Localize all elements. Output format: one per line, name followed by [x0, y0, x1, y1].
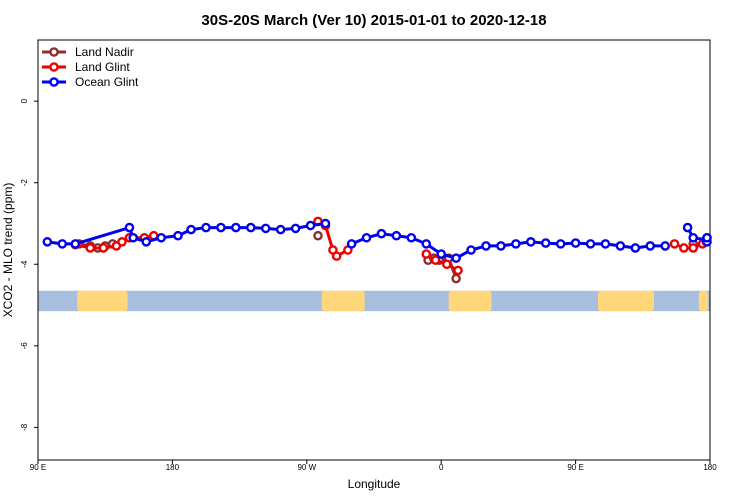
- legend-marker-ocean-glint: [49, 77, 59, 87]
- data-point-ocean-glint: [526, 237, 536, 247]
- land-segment: [598, 290, 654, 312]
- data-point-land-glint: [430, 255, 441, 265]
- data-point-land-glint: [85, 243, 96, 253]
- data-point-ocean-glint: [688, 232, 699, 243]
- data-point-ocean-glint: [570, 238, 581, 248]
- land-segment: [448, 290, 492, 312]
- data-point-ocean-glint: [645, 241, 656, 251]
- series-line-ocean-glint: [351, 232, 666, 260]
- data-point-ocean-glint: [290, 223, 301, 234]
- plot-frame: [37, 39, 711, 461]
- data-point-ocean-glint: [216, 222, 226, 233]
- data-point-ocean-glint: [436, 249, 447, 259]
- axis-ticks: 90 E 180 90 W 0 90 E 180 0 -2 -4 -6 -8: [20, 98, 717, 472]
- land-segment: [77, 290, 128, 312]
- data-point-land-glint: [117, 237, 127, 247]
- data-point-ocean-glint: [630, 243, 641, 253]
- data-point-ocean-glint: [615, 241, 626, 251]
- data-point-ocean-glint: [702, 232, 712, 243]
- x-axis-label: Longitude: [348, 477, 401, 491]
- series-line-land-glint: [425, 252, 459, 272]
- data-point-ocean-glint: [245, 222, 256, 233]
- data-point-land-glint: [669, 239, 680, 249]
- data-point-ocean-glint: [346, 239, 357, 249]
- data-point-ocean-glint: [376, 228, 387, 239]
- y-axis-label: XCO2 - MLO trend (ppm): [1, 183, 15, 318]
- data-point-ocean-glint: [320, 218, 331, 229]
- legend-marker-land-glint: [49, 62, 59, 72]
- data-point-land-glint: [331, 251, 342, 261]
- land-segment: [698, 290, 709, 312]
- x-tick-label: 90 W: [297, 463, 316, 472]
- series-ocean-glint: [42, 218, 712, 263]
- data-point-land-glint: [679, 243, 689, 253]
- data-point-land-glint: [98, 243, 109, 253]
- data-point-ocean-glint: [173, 230, 183, 241]
- y-tick-label: -8: [20, 423, 29, 431]
- data-point-ocean-glint: [305, 220, 316, 231]
- legend-label-land-glint: Land Glint: [75, 60, 130, 74]
- data-point-land-glint: [688, 243, 699, 253]
- data-point-ocean-glint: [260, 223, 271, 234]
- data-point-ocean-glint: [201, 222, 211, 233]
- data-point-ocean-glint: [555, 239, 566, 249]
- data-point-ocean-glint: [451, 253, 461, 263]
- x-tick-label: 90 E: [30, 463, 46, 472]
- data-point-land-nadir: [313, 230, 323, 241]
- data-point-ocean-glint: [70, 239, 81, 249]
- ocean-band: [38, 290, 710, 312]
- legend-marker-land-nadir: [49, 47, 59, 57]
- data-point-land-glint: [421, 249, 432, 259]
- legend-label-land-nadir: Land Nadir: [75, 45, 134, 59]
- y-tick-label: -2: [20, 179, 29, 187]
- data-point-ocean-glint: [57, 239, 68, 249]
- data-point-ocean-glint: [124, 222, 135, 233]
- data-point-land-glint: [441, 259, 452, 270]
- chart-title: 30S-20S March (Ver 10) 2015-01-01 to 202…: [201, 12, 546, 29]
- land-ocean-band: [38, 290, 710, 312]
- data-point-ocean-glint: [42, 237, 53, 247]
- data-point-ocean-glint: [361, 232, 372, 243]
- series-layer: [42, 216, 712, 284]
- data-point-ocean-glint: [466, 245, 476, 255]
- data-point-ocean-glint: [128, 232, 138, 243]
- y-tick-label: -4: [20, 260, 29, 268]
- data-point-ocean-glint: [496, 241, 506, 251]
- data-point-ocean-glint: [231, 222, 241, 233]
- data-point-ocean-glint: [682, 222, 693, 233]
- y-tick-label: -6: [20, 342, 29, 350]
- data-point-ocean-glint: [275, 224, 286, 235]
- data-point-ocean-glint: [406, 232, 417, 243]
- x-tick-label: 180: [166, 463, 180, 472]
- y-tick-label: 0: [20, 98, 29, 103]
- data-point-ocean-glint: [660, 241, 671, 251]
- data-point-ocean-glint: [156, 232, 166, 243]
- data-point-ocean-glint: [141, 237, 152, 247]
- x-tick-label: 90 E: [567, 463, 583, 472]
- data-point-ocean-glint: [540, 238, 551, 248]
- data-point-land-glint: [453, 265, 463, 276]
- data-point-ocean-glint: [421, 239, 432, 249]
- land-segment: [321, 290, 365, 312]
- data-point-ocean-glint: [391, 230, 402, 241]
- x-tick-label: 0: [439, 463, 444, 472]
- legend-label-ocean-glint: Ocean Glint: [75, 75, 139, 89]
- data-point-ocean-glint: [511, 239, 521, 249]
- data-point-land-nadir: [451, 273, 461, 284]
- data-point-ocean-glint: [600, 239, 611, 249]
- x-tick-label: 180: [703, 463, 717, 472]
- data-point-ocean-glint: [481, 241, 491, 251]
- data-point-ocean-glint: [186, 224, 196, 235]
- data-point-ocean-glint: [585, 239, 596, 249]
